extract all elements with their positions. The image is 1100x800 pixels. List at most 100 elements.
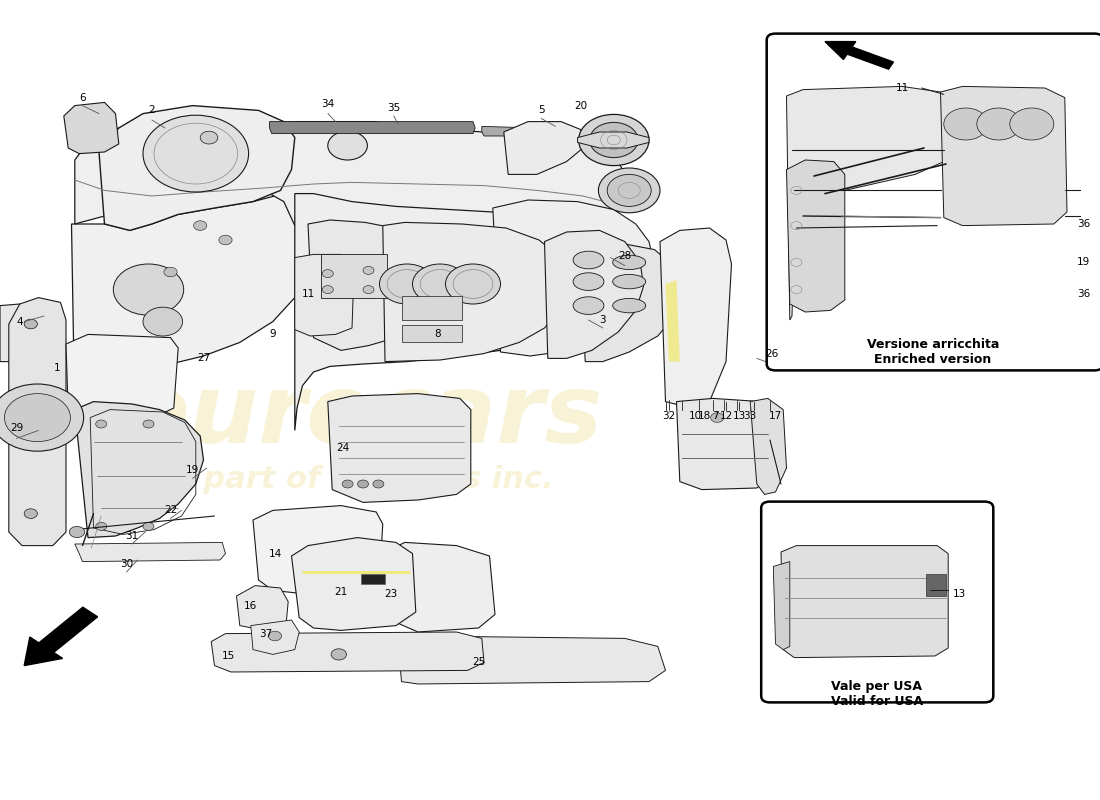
Circle shape xyxy=(598,168,660,213)
Text: 11: 11 xyxy=(895,83,909,93)
Text: 37: 37 xyxy=(260,629,273,638)
Circle shape xyxy=(143,307,183,336)
Polygon shape xyxy=(660,228,732,408)
Text: 31: 31 xyxy=(125,531,139,541)
Polygon shape xyxy=(9,298,66,546)
Text: 6: 6 xyxy=(79,93,86,102)
Text: 13: 13 xyxy=(733,411,746,421)
Circle shape xyxy=(322,286,333,294)
Circle shape xyxy=(342,480,353,488)
Circle shape xyxy=(24,509,37,518)
Ellipse shape xyxy=(613,255,646,270)
Text: 5: 5 xyxy=(538,106,544,115)
Bar xyxy=(321,254,387,298)
Text: 29: 29 xyxy=(10,423,23,433)
Text: 12: 12 xyxy=(719,411,733,421)
Text: 26: 26 xyxy=(766,349,779,358)
Text: 15: 15 xyxy=(222,651,235,661)
Ellipse shape xyxy=(573,297,604,314)
Text: 13: 13 xyxy=(953,589,966,598)
Circle shape xyxy=(607,174,651,206)
Polygon shape xyxy=(786,160,845,312)
Polygon shape xyxy=(72,190,317,418)
Polygon shape xyxy=(64,102,119,154)
Circle shape xyxy=(944,108,988,140)
Polygon shape xyxy=(786,86,957,320)
Polygon shape xyxy=(676,398,770,490)
Polygon shape xyxy=(504,122,583,174)
Text: 36: 36 xyxy=(1077,290,1090,299)
Text: 34: 34 xyxy=(321,99,334,109)
Polygon shape xyxy=(544,230,644,358)
Text: 1: 1 xyxy=(54,363,60,373)
Bar xyxy=(402,296,462,320)
Text: 9: 9 xyxy=(270,330,276,339)
Circle shape xyxy=(363,266,374,274)
FancyBboxPatch shape xyxy=(767,34,1100,370)
Bar xyxy=(926,574,946,596)
Circle shape xyxy=(1010,108,1054,140)
FancyArrow shape xyxy=(24,607,98,666)
Text: 32: 32 xyxy=(662,411,675,421)
Ellipse shape xyxy=(573,251,604,269)
Polygon shape xyxy=(66,334,178,418)
Text: 20: 20 xyxy=(574,101,587,110)
Polygon shape xyxy=(295,194,603,430)
Polygon shape xyxy=(383,222,566,362)
Text: 24: 24 xyxy=(337,443,350,453)
Circle shape xyxy=(164,267,177,277)
Polygon shape xyxy=(75,402,204,538)
Ellipse shape xyxy=(573,273,604,290)
Polygon shape xyxy=(666,280,680,362)
Polygon shape xyxy=(940,86,1067,226)
Text: 21: 21 xyxy=(334,587,348,597)
Polygon shape xyxy=(493,200,654,356)
Polygon shape xyxy=(482,126,539,136)
Polygon shape xyxy=(0,304,20,362)
Circle shape xyxy=(322,270,333,278)
Circle shape xyxy=(977,108,1021,140)
Polygon shape xyxy=(270,122,475,134)
Text: 28: 28 xyxy=(618,251,631,261)
Polygon shape xyxy=(773,562,790,650)
Circle shape xyxy=(0,384,84,451)
Text: 8: 8 xyxy=(434,330,441,339)
Circle shape xyxy=(579,114,649,166)
Text: a part of eurocars inc.: a part of eurocars inc. xyxy=(172,466,554,494)
Circle shape xyxy=(113,264,184,315)
Text: 19: 19 xyxy=(1077,258,1090,267)
Polygon shape xyxy=(581,244,680,362)
Polygon shape xyxy=(75,542,226,562)
Text: 17: 17 xyxy=(769,411,782,421)
Text: 19: 19 xyxy=(186,466,199,475)
FancyArrow shape xyxy=(825,42,893,69)
Polygon shape xyxy=(578,132,649,148)
Text: 2: 2 xyxy=(148,106,155,115)
Polygon shape xyxy=(328,394,471,502)
Circle shape xyxy=(143,522,154,530)
Circle shape xyxy=(219,235,232,245)
Circle shape xyxy=(96,420,107,428)
Circle shape xyxy=(363,286,374,294)
Text: 11: 11 xyxy=(301,290,315,299)
Polygon shape xyxy=(292,538,416,630)
Circle shape xyxy=(331,649,346,660)
Circle shape xyxy=(711,413,724,422)
Bar xyxy=(361,574,385,584)
Circle shape xyxy=(373,480,384,488)
Text: 33: 33 xyxy=(744,411,757,421)
Circle shape xyxy=(143,420,154,428)
Circle shape xyxy=(412,264,468,304)
Ellipse shape xyxy=(613,274,646,289)
FancyBboxPatch shape xyxy=(761,502,993,702)
Polygon shape xyxy=(75,122,627,234)
Polygon shape xyxy=(750,398,786,494)
Polygon shape xyxy=(295,254,354,336)
Circle shape xyxy=(358,480,368,488)
Circle shape xyxy=(24,319,37,329)
Circle shape xyxy=(379,264,434,304)
Polygon shape xyxy=(253,506,383,594)
Circle shape xyxy=(200,131,218,144)
Text: 18: 18 xyxy=(697,411,711,421)
Polygon shape xyxy=(385,542,495,632)
